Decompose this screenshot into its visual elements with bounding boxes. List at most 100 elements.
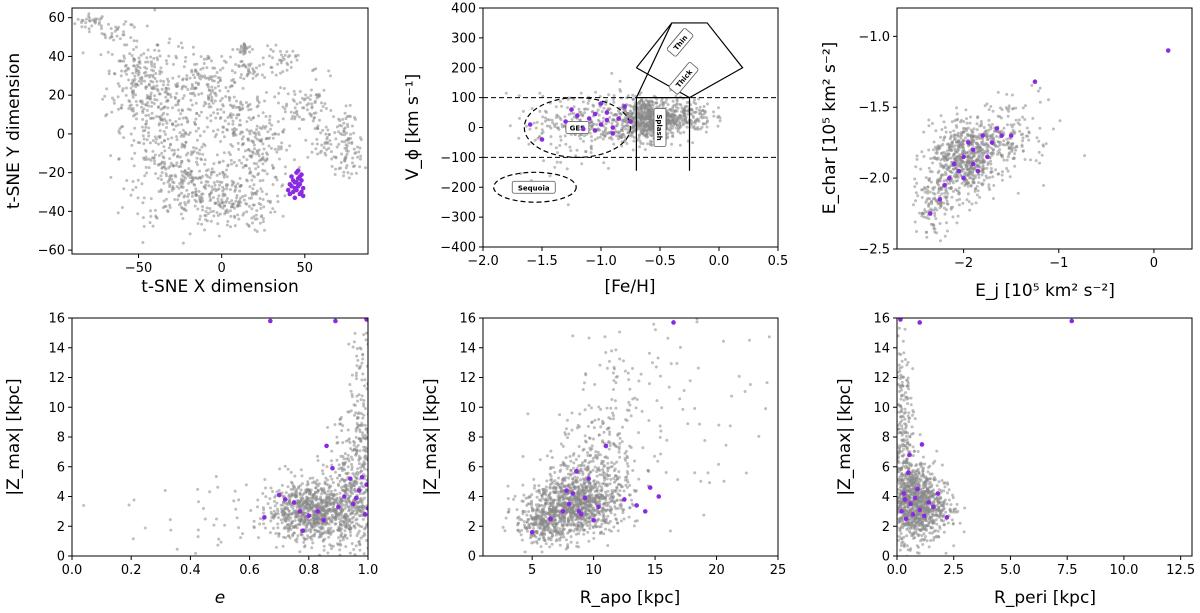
background-point	[911, 203, 915, 207]
background-point	[915, 157, 919, 161]
background-point	[675, 98, 679, 102]
background-point	[356, 155, 360, 159]
background-point	[215, 180, 219, 184]
background-point	[933, 227, 937, 231]
background-point	[214, 92, 218, 96]
background-point	[191, 45, 195, 49]
background-point	[980, 154, 984, 158]
background-point	[246, 72, 250, 76]
background-point	[289, 60, 293, 64]
background-point	[640, 115, 644, 119]
background-point	[619, 89, 623, 93]
background-point	[988, 188, 992, 192]
background-point	[201, 208, 205, 212]
background-point	[1002, 158, 1006, 162]
background-point	[165, 62, 169, 66]
background-point	[177, 117, 181, 121]
background-point	[160, 141, 164, 145]
background-point	[254, 167, 258, 171]
background-point	[207, 97, 211, 101]
background-point	[126, 66, 130, 70]
background-point	[650, 133, 654, 137]
background-point	[198, 214, 202, 218]
background-point	[150, 104, 154, 108]
background-point	[1021, 136, 1025, 140]
background-point	[975, 128, 979, 132]
background-point	[184, 85, 188, 89]
background-point	[286, 523, 290, 527]
background-point	[1044, 142, 1048, 146]
background-point	[951, 215, 955, 219]
highlight-point	[299, 178, 304, 183]
background-point	[349, 494, 353, 498]
background-point	[974, 174, 978, 178]
background-point	[168, 203, 172, 207]
background-point	[238, 118, 242, 122]
background-point	[181, 96, 185, 100]
background-point	[329, 474, 333, 478]
background-point	[347, 137, 351, 141]
background-point	[246, 148, 250, 152]
background-point	[955, 198, 959, 202]
background-point	[1027, 130, 1031, 134]
background-point	[289, 65, 293, 69]
background-point	[344, 545, 348, 549]
background-point	[188, 232, 192, 236]
background-point	[955, 150, 959, 154]
background-point	[247, 108, 251, 112]
background-point	[295, 102, 299, 106]
background-point	[123, 56, 127, 60]
background-point	[143, 65, 147, 69]
background-point	[1038, 161, 1042, 165]
background-point	[305, 499, 309, 503]
background-point	[321, 472, 325, 476]
background-point	[924, 216, 928, 220]
background-point	[219, 139, 223, 143]
background-point	[338, 123, 342, 127]
background-point	[637, 133, 641, 137]
background-point	[220, 54, 224, 58]
background-point	[325, 522, 329, 526]
background-point	[339, 509, 343, 513]
background-point	[144, 165, 148, 169]
background-point	[122, 136, 126, 140]
background-point	[588, 131, 592, 135]
background-point	[317, 482, 321, 486]
background-point	[224, 94, 228, 98]
background-point	[331, 544, 335, 548]
background-point	[135, 103, 139, 107]
background-point	[195, 111, 199, 115]
background-point	[570, 117, 574, 121]
background-point	[177, 99, 181, 103]
background-point	[276, 194, 280, 198]
background-point	[261, 197, 265, 201]
background-point	[99, 53, 103, 57]
background-point	[263, 99, 267, 103]
background-point	[234, 184, 238, 188]
background-point	[913, 185, 917, 189]
background-point	[198, 148, 202, 152]
background-point	[945, 229, 949, 233]
background-point	[253, 131, 257, 135]
background-point	[279, 59, 283, 63]
background-point	[329, 150, 333, 154]
background-point	[138, 141, 142, 145]
background-point	[198, 169, 202, 173]
background-point	[977, 154, 981, 158]
background-point	[614, 124, 618, 128]
background-point	[964, 108, 968, 112]
background-point	[112, 101, 116, 105]
background-point	[174, 119, 178, 123]
background-point	[104, 36, 108, 40]
background-point	[558, 135, 562, 139]
background-point	[197, 75, 201, 79]
background-point	[218, 89, 222, 93]
background-point	[248, 185, 252, 189]
background-point	[110, 32, 114, 36]
background-point	[143, 174, 147, 178]
background-point	[176, 148, 180, 152]
thick-disc-edge	[636, 67, 690, 99]
background-point	[1006, 141, 1010, 145]
background-point	[549, 126, 553, 130]
background-point	[136, 196, 140, 200]
